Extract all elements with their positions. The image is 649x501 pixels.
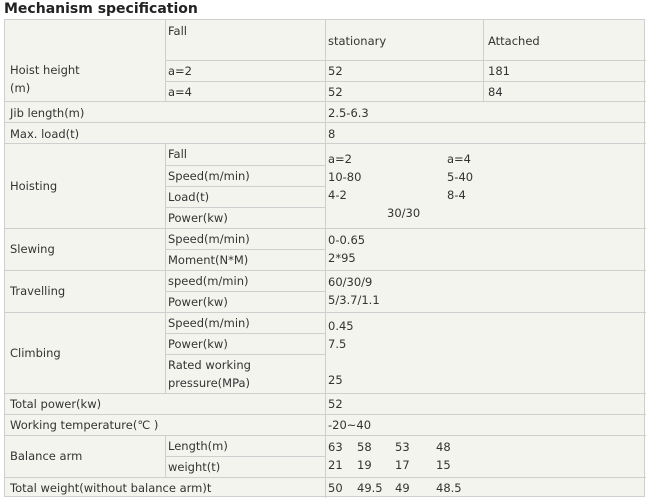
travelling-power-value: 5/3.7/1.1	[328, 293, 380, 307]
climbing-pressure-label: Rated working	[168, 358, 251, 372]
climbing-speed-label: Speed(m/min)	[168, 316, 250, 330]
hoist-height-unit: (m)	[10, 81, 31, 95]
hoist-a4-label: a=4	[168, 85, 192, 99]
hoisting-fall-a4: a=4	[447, 152, 471, 166]
balance-length-1: 63	[328, 440, 343, 454]
climbing-pressure-unit: pressure(MPa)	[168, 376, 251, 390]
climbing-power-value: 7.5	[328, 337, 347, 351]
balance-length-2: 58	[357, 440, 372, 454]
hoisting-fall-a2: a=2	[328, 152, 352, 166]
hoisting-fall-label: Fall	[168, 147, 187, 161]
balance-weight-2: 19	[357, 458, 372, 472]
total-weight-4: 48.5	[436, 481, 462, 495]
balance-weight-4: 15	[436, 458, 451, 472]
travelling-speed-label: speed(m/min)	[168, 274, 249, 288]
max-load-value: 8	[328, 127, 336, 141]
total-power-label: Total power(kw)	[10, 397, 102, 411]
climbing-pressure-value: 25	[328, 373, 343, 387]
travelling-label: Travelling	[10, 284, 66, 298]
climbing-label: Climbing	[10, 346, 61, 360]
slewing-speed-label: Speed(m/min)	[168, 232, 250, 246]
slewing-moment-value: 2*95	[328, 251, 356, 265]
slewing-label: Slewing	[10, 242, 55, 256]
balance-weight-1: 21	[328, 458, 343, 472]
hoist-a2-stationary: 52	[328, 64, 343, 78]
balance-weight-3: 17	[395, 458, 410, 472]
travelling-speed-value: 60/30/9	[328, 275, 373, 289]
hoisting-load-a4: 8-4	[447, 188, 466, 202]
hoist-stationary-header: stationary	[328, 34, 387, 48]
total-weight-label: Total weight(without balance arm)t	[10, 481, 212, 495]
balance-length-3: 53	[395, 440, 410, 454]
climbing-power-label: Power(kw)	[168, 337, 228, 351]
slewing-speed-value: 0-0.65	[328, 233, 366, 247]
hoist-a2-label: a=2	[168, 64, 192, 78]
hoisting-label: Hoisting	[10, 179, 58, 193]
jib-length-value: 2.5-6.3	[328, 106, 369, 120]
total-weight-3: 49	[395, 481, 410, 495]
max-load-label: Max. load(t)	[10, 127, 80, 141]
working-temperature-value: -20~40	[328, 418, 372, 432]
hoisting-speed-label: Speed(m/min)	[168, 169, 250, 183]
hoist-a4-stationary: 52	[328, 85, 343, 99]
balance-length-label: Length(m)	[168, 439, 228, 453]
balance-arm-label: Balance arm	[10, 449, 83, 463]
hoisting-speed-a2: 10-80	[328, 170, 362, 184]
hoist-a4-attached: 84	[488, 85, 503, 99]
section-title: Mechanism specification	[4, 1, 198, 17]
slewing-moment-label: Moment(N*M)	[168, 253, 249, 267]
climbing-speed-value: 0.45	[328, 319, 354, 333]
jib-length-label: Jib length(m)	[10, 106, 85, 120]
hoist-fall-label: Fall	[168, 24, 187, 38]
spec-table: Hoist height (m) Fall stationary Attache…	[4, 19, 646, 498]
hoisting-load-a2: 4-2	[328, 188, 347, 202]
hoisting-load-label: Load(t)	[168, 190, 210, 204]
total-power-value: 52	[328, 397, 343, 411]
balance-weight-label: weight(t)	[168, 460, 221, 474]
travelling-power-label: Power(kw)	[168, 295, 228, 309]
total-weight-1: 50	[328, 481, 343, 495]
working-temperature-label: Working temperature(℃ )	[10, 418, 159, 432]
hoisting-power-label: Power(kw)	[168, 211, 228, 225]
total-weight-2: 49.5	[357, 481, 383, 495]
hoist-height-label: Hoist height	[10, 63, 80, 77]
hoist-a2-attached: 181	[488, 64, 510, 78]
balance-length-4: 48	[436, 440, 451, 454]
hoist-attached-header: Attached	[488, 34, 540, 48]
hoisting-power-value: 30/30	[387, 206, 421, 220]
hoisting-speed-a4: 5-40	[447, 170, 474, 184]
